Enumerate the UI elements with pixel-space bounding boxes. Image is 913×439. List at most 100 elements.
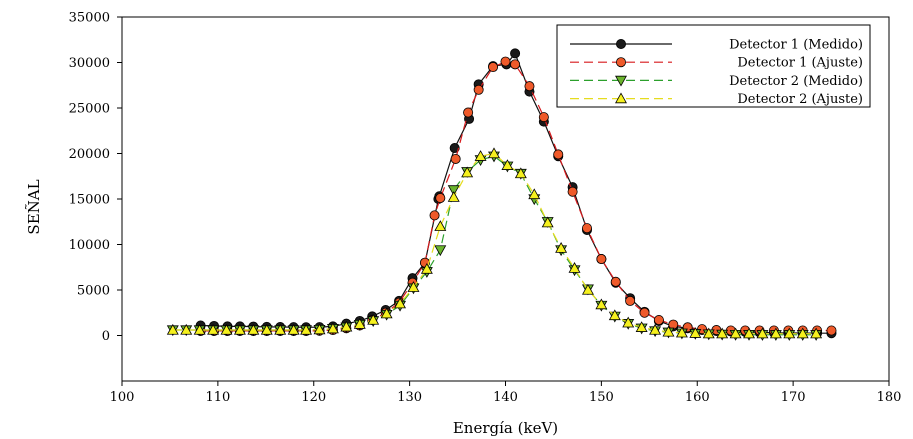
legend-swatch-marker (616, 39, 627, 50)
x-tick-label: 120 (301, 390, 326, 405)
data-point (581, 223, 592, 234)
data-point (538, 112, 549, 123)
data-point (625, 295, 636, 306)
data-point (220, 323, 233, 335)
data-point (662, 325, 675, 337)
data-point (207, 323, 220, 335)
data-point (649, 323, 662, 335)
data-point (488, 62, 499, 73)
data-point (447, 185, 460, 197)
data-point (461, 166, 474, 178)
data-point (500, 56, 511, 67)
data-point (756, 327, 769, 339)
legend-label: Detector 1 (Medido) (729, 38, 863, 53)
data-point (247, 323, 260, 335)
series-4 (166, 147, 823, 339)
data-point (702, 327, 715, 339)
legend-label: Detector 2 (Medido) (729, 74, 863, 89)
data-point (514, 167, 527, 179)
x-tick-label: 180 (877, 390, 902, 405)
data-point (463, 107, 474, 118)
data-point (567, 186, 578, 197)
x-tick-label: 150 (589, 390, 614, 405)
data-point (510, 59, 521, 70)
series-line (172, 152, 817, 335)
data-point (653, 315, 664, 326)
data-point (689, 327, 702, 338)
data-point (541, 216, 554, 228)
x-tick-label: 100 (110, 390, 135, 405)
data-point (639, 307, 650, 318)
series-3 (166, 151, 823, 341)
x-tick-label: 140 (493, 390, 518, 405)
data-point (367, 313, 380, 325)
data-point (595, 298, 608, 310)
data-point (553, 149, 564, 160)
y-tick-label: 20000 (69, 147, 110, 162)
data-point (568, 262, 581, 273)
data-point (340, 320, 353, 332)
y-tick-label: 30000 (69, 56, 110, 71)
data-point (434, 245, 447, 257)
data-point (353, 318, 366, 329)
data-point (783, 327, 796, 339)
x-axis-label: Energía (keV) (453, 419, 558, 437)
y-tick-label: 35000 (69, 11, 110, 26)
data-point (608, 309, 621, 321)
legend-label: Detector 2 (Ajuste) (737, 92, 863, 107)
data-point (810, 327, 823, 339)
y-tick-label: 25000 (69, 102, 110, 117)
data-point (716, 327, 729, 339)
data-point (596, 254, 607, 265)
x-tick-label: 170 (781, 390, 806, 405)
legend-label: Detector 1 (Ajuste) (737, 56, 863, 71)
data-point (450, 153, 461, 164)
data-point (260, 323, 273, 335)
data-point (447, 191, 460, 202)
y-tick-label: 0 (102, 329, 110, 344)
x-tick-label: 110 (205, 390, 230, 405)
legend-swatch-marker (616, 57, 627, 68)
data-point (501, 159, 514, 170)
data-point (675, 326, 688, 338)
data-point (488, 147, 500, 159)
data-point (510, 48, 521, 59)
legend: Detector 1 (Medido) Detector 1 (Ajuste) De… (556, 24, 871, 108)
data-point (233, 323, 246, 335)
data-point (380, 307, 393, 319)
data-point (622, 316, 635, 328)
legend-swatch-marker (615, 75, 627, 87)
data-point (429, 210, 440, 221)
series-line (172, 155, 817, 336)
data-point (287, 323, 300, 335)
data-point (769, 327, 782, 339)
data-point (474, 150, 487, 161)
data-point (743, 327, 755, 339)
y-tick-label: 15000 (69, 193, 110, 208)
data-point (796, 327, 809, 339)
data-point (394, 297, 407, 309)
data-point (449, 143, 460, 154)
data-point (729, 327, 742, 339)
x-tick-label: 130 (397, 390, 422, 405)
axes: 100 110 120 130 140 150 160 170 180 0 5000 10000 150… (69, 11, 902, 406)
data-point (473, 84, 484, 95)
data-point (326, 322, 339, 334)
data-point (635, 321, 648, 332)
data-point (434, 220, 447, 231)
data-point (407, 281, 420, 292)
data-point (555, 242, 568, 253)
legend-swatch-marker (615, 92, 627, 104)
data-point (435, 193, 446, 204)
legend-box (556, 24, 871, 108)
x-tick-label: 160 (685, 390, 710, 405)
data-point (274, 323, 287, 335)
y-tick-label: 10000 (69, 238, 110, 253)
series-layer (166, 48, 837, 341)
data-point (420, 262, 433, 274)
y-tick-label: 5000 (77, 284, 110, 299)
data-point (313, 323, 326, 335)
data-point (166, 323, 179, 335)
data-point (524, 81, 535, 92)
